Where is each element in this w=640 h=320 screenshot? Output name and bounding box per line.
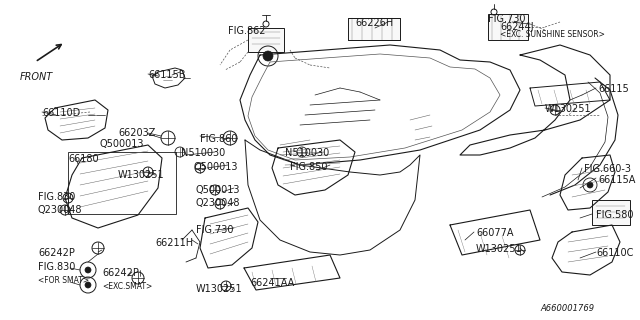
- Bar: [488, 14, 528, 40]
- Circle shape: [263, 51, 273, 61]
- Circle shape: [85, 267, 91, 273]
- Text: Q500013: Q500013: [194, 162, 239, 172]
- Text: Q230048: Q230048: [38, 205, 83, 215]
- Text: Q500013: Q500013: [100, 139, 145, 149]
- Circle shape: [587, 182, 593, 188]
- Text: Q230048: Q230048: [196, 198, 241, 208]
- Text: FIG.730: FIG.730: [196, 225, 234, 235]
- Bar: [68, 152, 176, 214]
- Text: 66211H: 66211H: [155, 238, 193, 248]
- Text: 66110D: 66110D: [42, 108, 80, 118]
- Text: N510030: N510030: [181, 148, 225, 158]
- Text: FIG.862: FIG.862: [228, 26, 266, 36]
- Text: A660001769: A660001769: [540, 304, 594, 313]
- Text: FIG.580: FIG.580: [596, 210, 634, 220]
- Text: FIG.850: FIG.850: [290, 162, 328, 172]
- Bar: [592, 200, 630, 225]
- Text: 66242P: 66242P: [102, 268, 139, 278]
- Circle shape: [85, 282, 91, 288]
- Text: 66180: 66180: [68, 154, 99, 164]
- Text: Q500013: Q500013: [196, 185, 241, 195]
- Text: FIG.830: FIG.830: [38, 192, 76, 202]
- Text: 66115: 66115: [598, 84, 628, 94]
- Bar: [348, 18, 400, 40]
- Text: 66203Z: 66203Z: [118, 128, 156, 138]
- Text: 66115B: 66115B: [148, 70, 186, 80]
- Text: FIG.860: FIG.860: [200, 134, 237, 144]
- Text: 66077A: 66077A: [476, 228, 513, 238]
- Text: <FOR SMAT>: <FOR SMAT>: [38, 276, 89, 285]
- Text: FRONT: FRONT: [20, 72, 53, 82]
- Text: FIG.730: FIG.730: [488, 14, 525, 24]
- Bar: [248, 28, 284, 52]
- Text: N510030: N510030: [285, 148, 329, 158]
- Text: 66242P: 66242P: [38, 248, 75, 258]
- Text: W130251: W130251: [118, 170, 164, 180]
- Text: 66241AA: 66241AA: [250, 278, 294, 288]
- Text: <EXC.SMAT>: <EXC.SMAT>: [102, 282, 152, 291]
- Text: W130251: W130251: [196, 284, 243, 294]
- Text: 66226H: 66226H: [355, 18, 393, 28]
- Text: FIG.660-3: FIG.660-3: [584, 164, 631, 174]
- Text: W130251: W130251: [476, 244, 523, 254]
- Text: FIG.830: FIG.830: [38, 262, 76, 272]
- Text: 66115A: 66115A: [598, 175, 636, 185]
- Text: <EXC. SUNSHINE SENSOR>: <EXC. SUNSHINE SENSOR>: [500, 30, 605, 39]
- Text: W130251: W130251: [545, 104, 591, 114]
- Text: 66244J: 66244J: [500, 22, 534, 32]
- Text: 66110C: 66110C: [596, 248, 634, 258]
